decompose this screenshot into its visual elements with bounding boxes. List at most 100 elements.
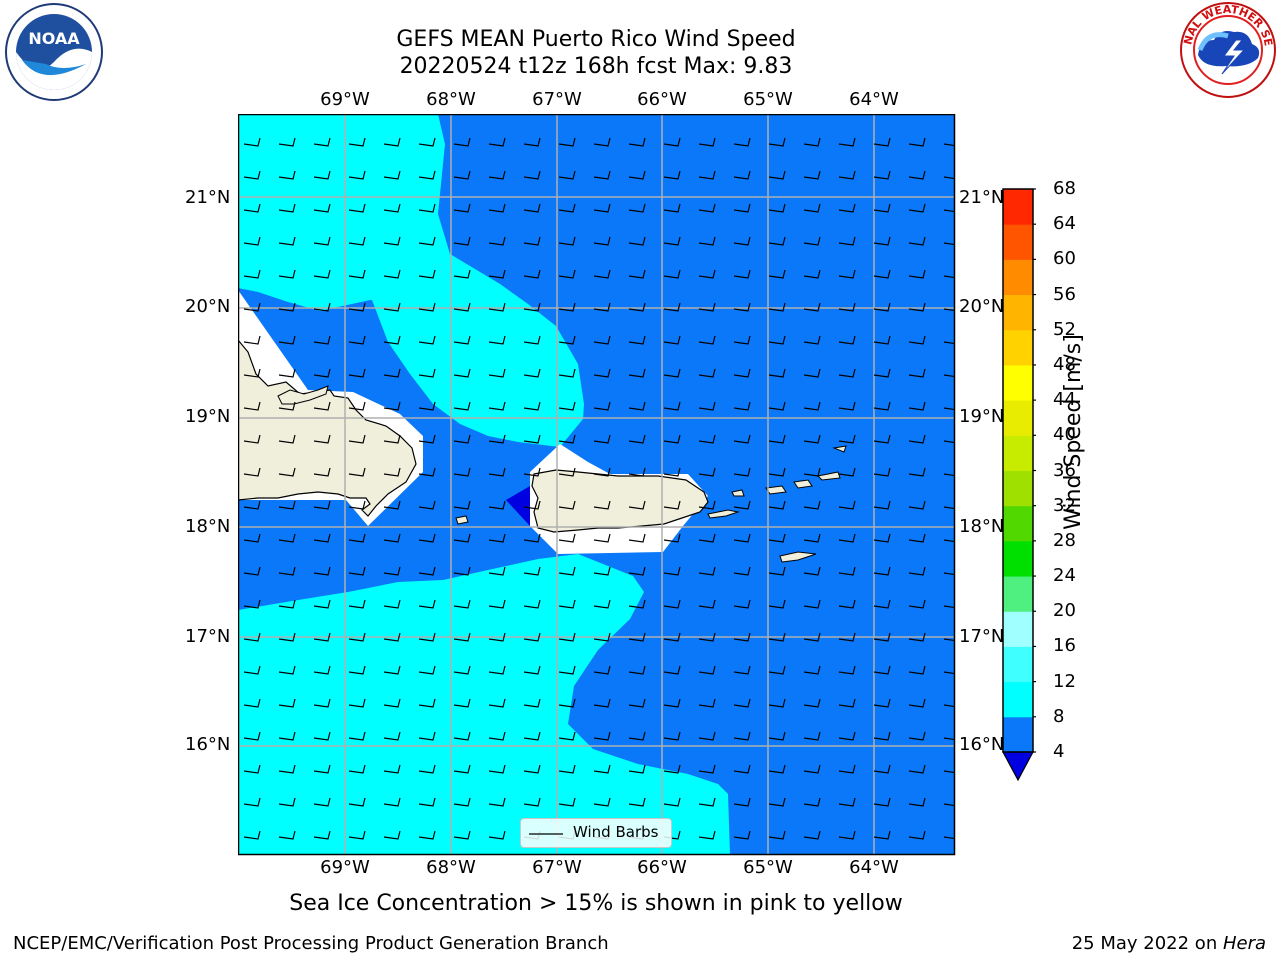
lon-label-bottom-69: 69°W xyxy=(320,857,370,878)
wind-barb xyxy=(383,137,401,147)
wind-barb xyxy=(768,170,786,180)
wind-barb xyxy=(418,269,436,279)
wind-barb xyxy=(943,374,954,378)
wind-barb xyxy=(418,335,436,345)
wind-barb xyxy=(523,632,541,642)
wind-barb xyxy=(768,731,786,741)
wind-barb xyxy=(768,764,786,774)
wind-barb xyxy=(453,269,471,279)
wind-barb xyxy=(768,665,786,675)
wind-barb xyxy=(383,302,401,312)
wind-barb xyxy=(418,137,436,147)
wind-barb xyxy=(908,434,926,444)
wind-barb xyxy=(838,500,856,510)
wind-barb xyxy=(628,599,646,609)
wind-barb xyxy=(348,698,366,708)
wind-barb xyxy=(733,368,751,378)
wind-barb xyxy=(418,764,436,774)
wind-barb xyxy=(348,533,366,543)
wind-barb xyxy=(733,566,751,576)
lat-label-right-21: 21°N xyxy=(959,187,1005,208)
wind-barb xyxy=(488,698,506,708)
wind-barb xyxy=(838,137,856,147)
wind-barb xyxy=(768,698,786,708)
lon-label-bottom-65: 65°W xyxy=(743,857,793,878)
wind-barb xyxy=(873,467,891,477)
wind-barb xyxy=(628,632,646,642)
wind-barb xyxy=(383,401,401,411)
wind-barb xyxy=(418,302,436,312)
wind-barb xyxy=(698,764,716,774)
wind-barb xyxy=(418,797,436,807)
wind-barb xyxy=(488,566,506,576)
wind-barb xyxy=(453,500,471,510)
wind-barb xyxy=(873,830,891,840)
mona-island xyxy=(455,515,469,525)
wind-barb xyxy=(768,434,786,444)
colorbar-segment xyxy=(1003,576,1033,612)
wind-barb xyxy=(873,137,891,147)
wind-barb xyxy=(663,137,681,147)
wind-barb xyxy=(383,665,401,675)
colorbar-segment xyxy=(1003,364,1033,401)
wind-barb xyxy=(733,302,751,312)
wind-barb xyxy=(768,533,786,543)
wind-barb xyxy=(733,401,751,411)
wind-barb xyxy=(943,770,954,774)
wind-barb xyxy=(278,302,296,312)
wind-barb xyxy=(908,302,926,312)
wind-barb xyxy=(663,203,681,213)
wind-barb xyxy=(838,764,856,774)
wind-barb xyxy=(663,500,681,510)
wind-barb xyxy=(243,599,261,609)
wind-barb xyxy=(628,137,646,147)
lon-label-top-69: 69°W xyxy=(320,89,370,110)
wind-barb xyxy=(733,665,751,675)
wind-barb xyxy=(803,170,821,180)
culebra-island xyxy=(731,489,745,497)
wind-barb xyxy=(943,176,954,180)
wind-barb xyxy=(838,665,856,675)
wind-barb xyxy=(523,335,541,345)
wind-barb xyxy=(348,434,366,444)
wind-barb xyxy=(453,599,471,609)
wind-barb xyxy=(383,533,401,543)
wind-barb xyxy=(663,632,681,642)
nws-logo: NATIONAL WEATHER SERVICE xyxy=(1178,0,1276,98)
wind-barb xyxy=(523,533,541,543)
vieques-island xyxy=(707,509,740,519)
wind-barb xyxy=(243,236,261,246)
wind-barb xyxy=(348,137,366,147)
wind-barb xyxy=(663,236,681,246)
wind-barb xyxy=(488,500,506,510)
wind-barb xyxy=(908,698,926,708)
wind-barb xyxy=(908,632,926,642)
wind-barb xyxy=(663,401,681,411)
wind-barb xyxy=(383,764,401,774)
wind-barb xyxy=(313,566,331,576)
wind-barb xyxy=(593,434,611,444)
wind-barb xyxy=(698,830,716,840)
colorbar-tick-label: 12 xyxy=(1053,670,1076,692)
wind-barb xyxy=(558,533,576,543)
wind-barb xyxy=(313,467,331,477)
wind-barb xyxy=(593,566,611,576)
wind-barb xyxy=(698,302,716,312)
wind-barb xyxy=(278,137,296,147)
wind-barb xyxy=(838,269,856,279)
wind-barb xyxy=(348,797,366,807)
wind-barb xyxy=(628,665,646,675)
wind-barb xyxy=(943,143,954,147)
wind-barb xyxy=(488,797,506,807)
wind-barb xyxy=(348,830,366,840)
wind-barb xyxy=(698,632,716,642)
colorbar-tick-label: 24 xyxy=(1053,565,1076,587)
wind-barb xyxy=(733,269,751,279)
wind-barb xyxy=(418,203,436,213)
wind-barb xyxy=(488,203,506,213)
wind-barb xyxy=(313,137,331,147)
wind-barb xyxy=(873,731,891,741)
wind-barb xyxy=(768,203,786,213)
wind-barb xyxy=(768,599,786,609)
wind-barb xyxy=(488,368,506,378)
